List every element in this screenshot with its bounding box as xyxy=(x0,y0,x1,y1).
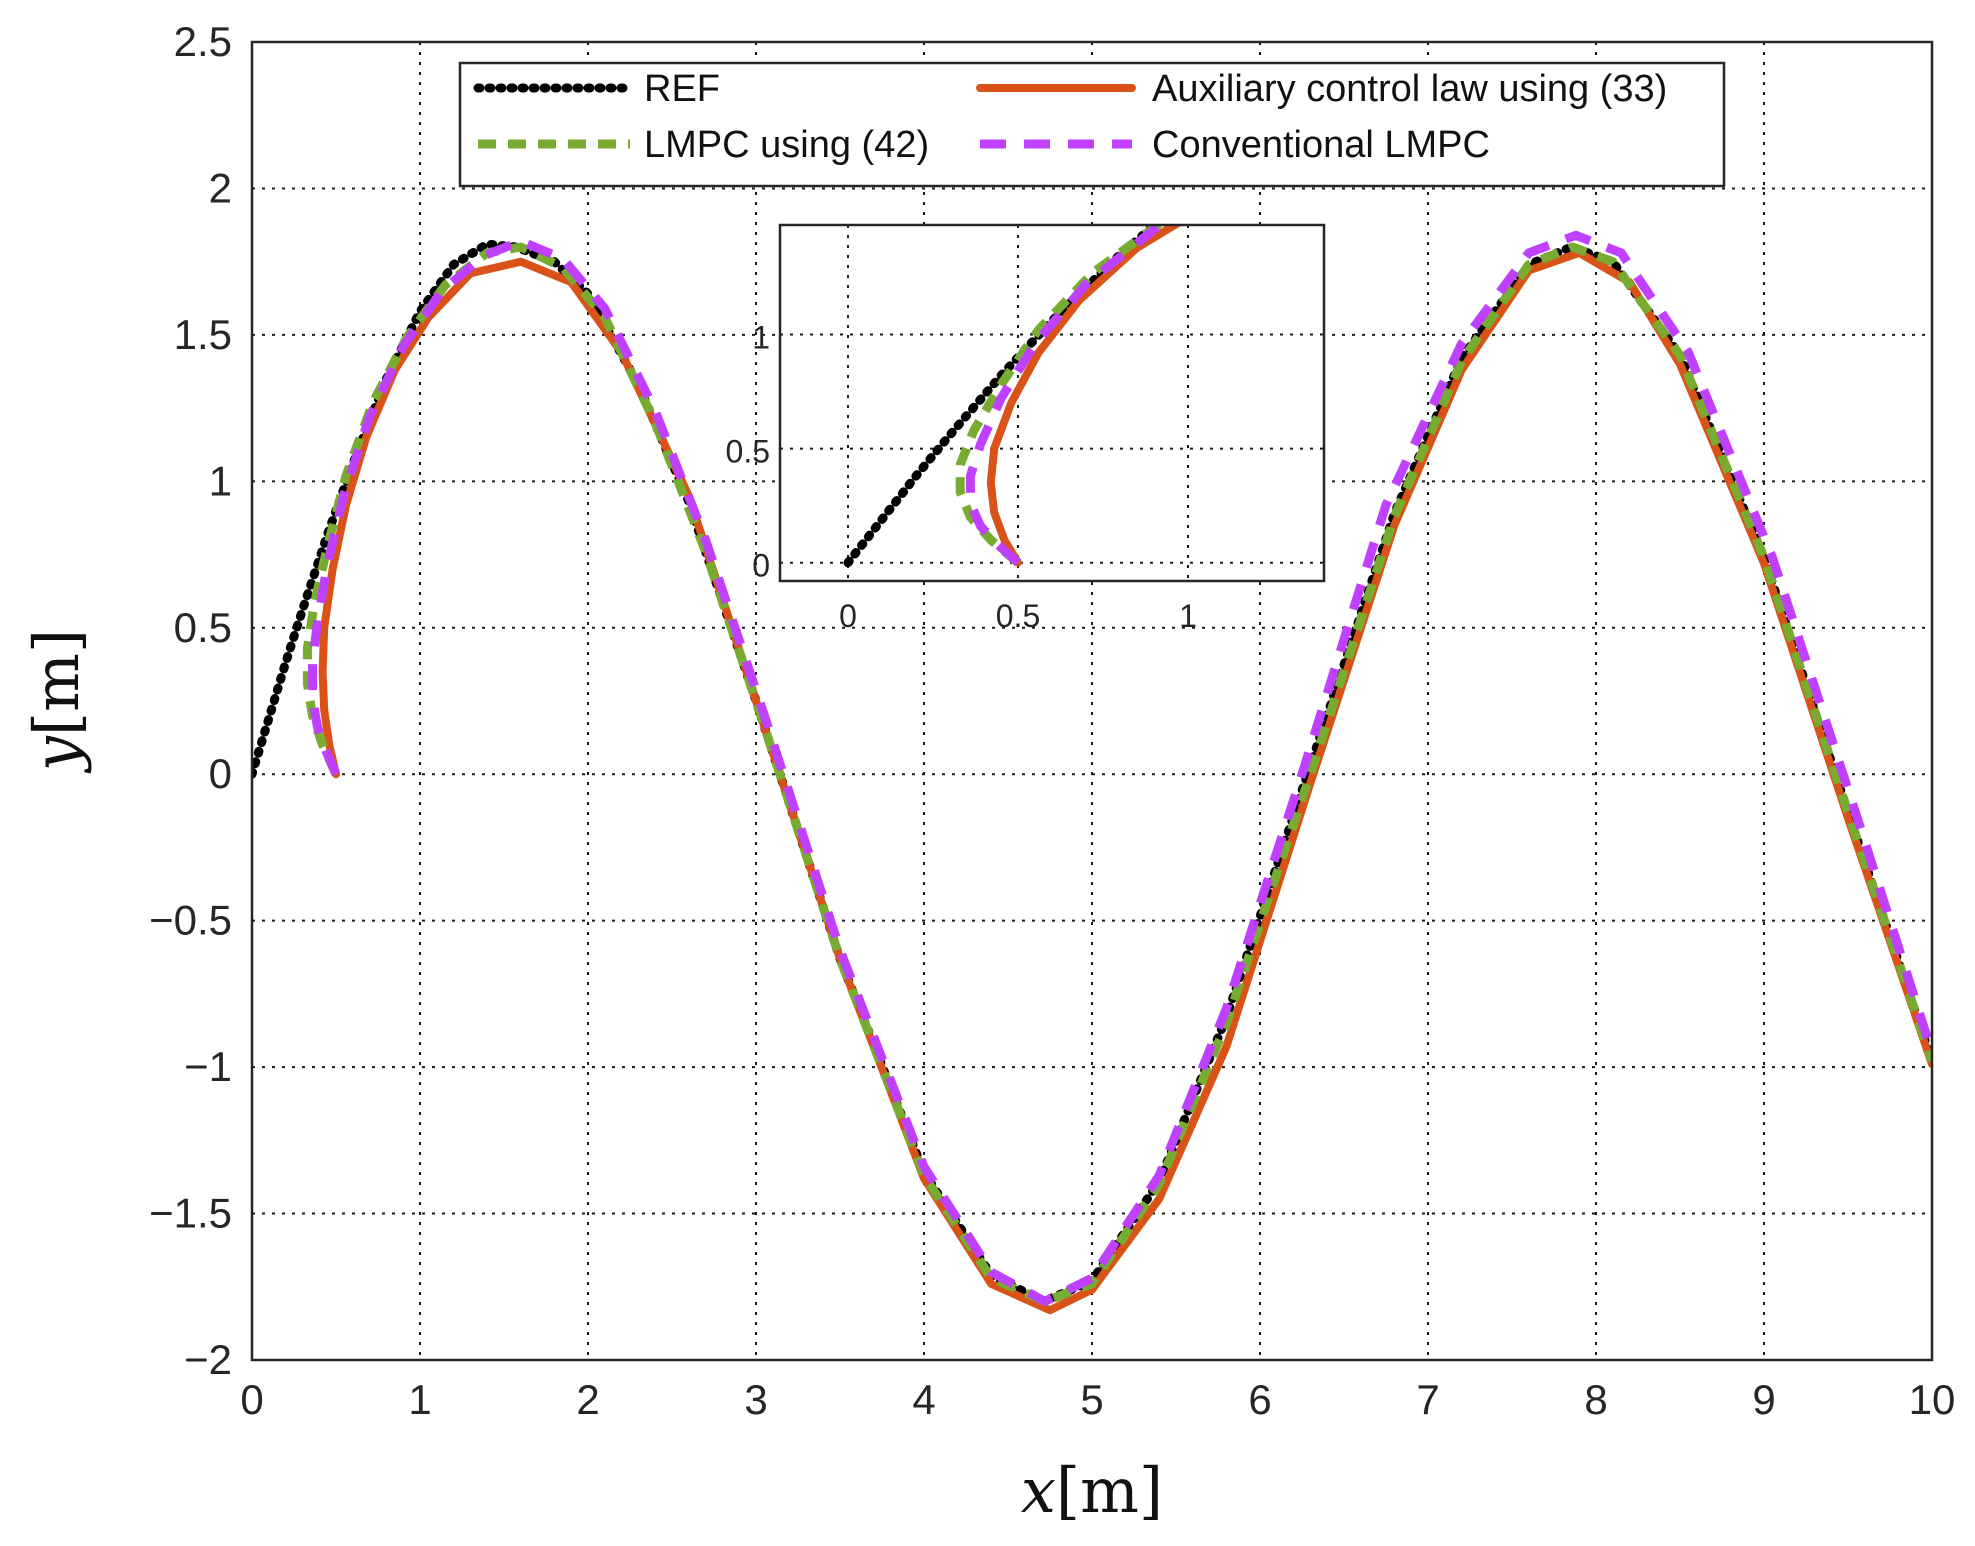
main-y-tick-label: −1 xyxy=(184,1043,232,1090)
main-x-tick-label: 3 xyxy=(744,1376,767,1423)
x-axis-label-variable: x xyxy=(1021,1454,1056,1527)
inset-series-auxiliary-control-law-using-33 xyxy=(986,225,1183,567)
main-x-tick-labels: 0 1 2 3 4 5 6 7 8 9 10 xyxy=(240,1376,1955,1423)
main-x-tick-label: 4 xyxy=(912,1376,935,1423)
inset-zoom: 0 0.5 1 10.50 xyxy=(726,223,1326,634)
main-y-tick-label: 2.5 xyxy=(174,18,232,65)
y-axis-label-unit: [m] xyxy=(20,629,93,736)
inset-series-lines xyxy=(843,225,1183,568)
inset-y-tick-label: 1 xyxy=(752,320,770,356)
main-series-lines xyxy=(252,230,1932,1315)
inset-y-tick-labels: 10.50 xyxy=(726,320,770,584)
inset-y-tick-label: 0 xyxy=(752,548,770,584)
main-y-tick-label: 0 xyxy=(209,750,232,797)
inset-series-conventional-lmpc xyxy=(965,225,1167,567)
x-axis-label-unit: [m] xyxy=(1056,1454,1163,1527)
legend-label-lmpc-using-42: LMPC using (42) xyxy=(644,124,929,166)
x-axis-label: x[m] xyxy=(1021,1454,1163,1527)
main-y-tick-label: −0.5 xyxy=(149,897,232,944)
inset-frame xyxy=(778,223,1326,583)
main-y-tick-labels: 2.5 2 1.5 1 0.5 0 −0.5 −1 −1.5 −2 xyxy=(149,18,232,1383)
inset-x-tick-label: 1 xyxy=(1179,598,1197,634)
main-x-tick-label: 6 xyxy=(1248,1376,1271,1423)
main-x-tick-label: 10 xyxy=(1909,1376,1956,1423)
main-x-tick-label: 0 xyxy=(240,1376,263,1423)
y-axis-label-variable: y xyxy=(20,735,93,774)
main-y-tick-label: 2 xyxy=(209,164,232,211)
main-x-tick-label: 2 xyxy=(576,1376,599,1423)
inset-x-tick-labels: 0 0.5 1 xyxy=(839,598,1197,634)
main-series-conventional-lmpc xyxy=(308,230,1932,1306)
inset-background xyxy=(780,225,1324,581)
main-y-tick-label: −2 xyxy=(184,1336,232,1383)
inset-x-tick-label: 0.5 xyxy=(996,598,1040,634)
main-x-tick-label: 5 xyxy=(1080,1376,1103,1423)
legend-label-ref: REF xyxy=(644,68,720,110)
legend: REF Auxiliary control law using (33) LMPC … xyxy=(458,61,1726,188)
main-x-tick-label: 7 xyxy=(1416,1376,1439,1423)
inset-x-tick-label: 0 xyxy=(839,598,857,634)
legend-label-conventional-lmpc: Conventional LMPC xyxy=(1152,124,1490,166)
main-y-tick-label: −1.5 xyxy=(149,1190,232,1237)
main-y-tick-label: 0.5 xyxy=(174,604,232,651)
y-axis-label: y[m] xyxy=(20,629,93,774)
main-x-tick-label: 1 xyxy=(408,1376,431,1423)
main-x-tick-label: 8 xyxy=(1584,1376,1607,1423)
legend-items: REF Auxiliary control law using (33) LMPC … xyxy=(473,68,1667,166)
main-x-tick-label: 9 xyxy=(1752,1376,1775,1423)
main-plot-frame xyxy=(250,40,1934,1362)
inset-series-lmpc-using-42 xyxy=(955,225,1166,567)
main-y-tick-label: 1.5 xyxy=(174,311,232,358)
main-y-tick-label: 1 xyxy=(209,457,232,504)
legend-box xyxy=(458,61,1726,188)
main-series-lmpc-using-42 xyxy=(302,242,1932,1306)
inset-y-tick-label: 0.5 xyxy=(726,434,770,470)
legend-label-auxiliary-control-law-using-33: Auxiliary control law using (33) xyxy=(1152,68,1667,110)
